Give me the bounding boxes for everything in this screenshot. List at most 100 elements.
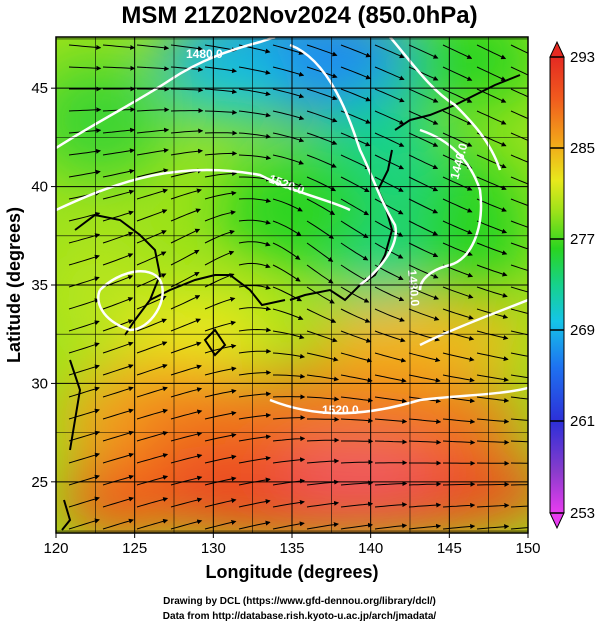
streamline [102, 364, 134, 376]
streamline [272, 220, 302, 236]
streamline [102, 408, 134, 420]
streamline [204, 210, 236, 222]
streamline [272, 132, 305, 143]
streamline [136, 127, 170, 134]
streamline [476, 176, 507, 191]
streamline [170, 128, 204, 134]
streamline [510, 308, 528, 315]
streamline [340, 220, 369, 239]
streamline [374, 242, 404, 259]
streamline [136, 386, 168, 398]
streamline [170, 249, 200, 266]
streamline [238, 327, 272, 333]
y-tick-label: 25 [31, 474, 48, 491]
streamline [408, 198, 439, 214]
contour-label: 1520.0 [322, 403, 359, 417]
streamline [442, 374, 475, 383]
streamline [238, 241, 271, 247]
streamline [510, 418, 528, 421]
streamline [510, 66, 528, 76]
streamline [510, 44, 528, 54]
streamline [170, 188, 202, 200]
streamline [204, 388, 237, 398]
streamline [238, 262, 271, 269]
streamline [238, 370, 272, 376]
streamline [68, 169, 101, 178]
streamline [170, 341, 202, 354]
streamline [374, 66, 405, 81]
streamline [476, 396, 510, 403]
streamline [510, 198, 528, 207]
streamline [102, 452, 134, 464]
streamline [306, 374, 340, 382]
streamline [102, 386, 134, 398]
streamline [204, 296, 236, 310]
streamline [374, 198, 404, 215]
colorbar-label: 261 [570, 413, 595, 430]
streamline [374, 132, 405, 147]
streamline [238, 219, 271, 225]
streamline [272, 499, 305, 508]
streamline [102, 430, 134, 442]
streamline [136, 430, 169, 442]
streamline [408, 44, 439, 59]
colorbar-label: 285 [570, 140, 595, 157]
streamline [204, 150, 238, 156]
streamline [204, 250, 235, 266]
streamline [306, 110, 338, 123]
streamline [68, 496, 100, 508]
streamline [306, 176, 337, 192]
streamline [136, 251, 167, 266]
x-tick-label: 125 [122, 540, 147, 557]
streamline [272, 308, 304, 321]
streamline [340, 396, 374, 403]
streamline [442, 176, 473, 191]
streamline [408, 132, 439, 147]
map-title: MSM 21Z02Nov2024 (850.0hPa) [121, 2, 478, 29]
streamline [68, 474, 100, 486]
streamline [442, 481, 476, 487]
streamline [170, 453, 203, 464]
streamline [102, 474, 134, 486]
streamline [204, 190, 237, 200]
streamline [374, 286, 405, 302]
streamline [340, 198, 370, 216]
streamline [510, 154, 528, 163]
streamline [170, 387, 203, 398]
streamline [476, 264, 508, 277]
streamline [102, 65, 136, 71]
streamline [136, 363, 168, 376]
streamline [204, 130, 238, 136]
streamline [374, 418, 408, 424]
streamline [273, 373, 306, 379]
temperature-field [56, 37, 528, 533]
streamline [510, 527, 528, 530]
streamline [170, 497, 203, 508]
streamline [238, 434, 272, 442]
streamline [68, 430, 100, 442]
streamline [68, 518, 100, 530]
streamline [510, 396, 528, 400]
streamline [408, 88, 439, 103]
streamline [102, 297, 134, 310]
streamline [306, 264, 334, 284]
streamline [272, 198, 303, 212]
streamline [408, 242, 439, 258]
streamline [306, 500, 340, 508]
streamline [170, 519, 203, 530]
streamline [272, 330, 305, 340]
contour-label: 1480.0 [405, 269, 422, 307]
streamline [442, 523, 476, 530]
streamline [102, 127, 136, 134]
streamline [408, 176, 439, 192]
streamline [136, 453, 169, 464]
streamline [340, 154, 371, 170]
y-tick-label: 40 [31, 179, 48, 196]
streamline [340, 88, 371, 102]
streamline [272, 478, 306, 486]
streamline [374, 308, 405, 322]
streamline [408, 352, 441, 363]
streamline [306, 352, 339, 362]
streamline [170, 431, 203, 442]
streamline [510, 484, 528, 486]
